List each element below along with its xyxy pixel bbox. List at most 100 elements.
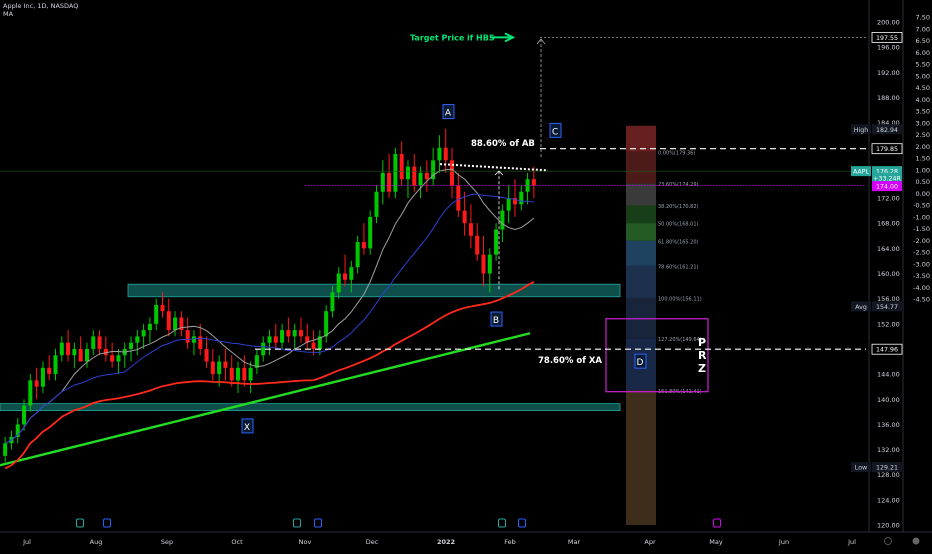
fib-level-label: 61.80%(165.20) (658, 239, 699, 245)
ratio-tick-label: 6.50 (916, 37, 930, 45)
time-tick-label: 2022 (437, 538, 455, 546)
candle-body (15, 424, 20, 437)
candle-body (393, 154, 398, 192)
ratio-tick-label: 2.50 (916, 131, 930, 139)
xa-ratio-label: 78.60% of XA (538, 356, 602, 366)
candle-body (34, 380, 39, 387)
candle-body (135, 336, 140, 343)
candle-body (66, 342, 71, 356)
candle-body (361, 242, 366, 249)
candle-body (110, 355, 115, 362)
fib-band (626, 205, 656, 224)
candle-body (368, 216, 373, 249)
support-zone-lower (0, 403, 621, 411)
candle-body (273, 336, 278, 343)
candle-body (147, 323, 152, 331)
ratio-tick-label: -3.00 (913, 260, 930, 268)
candle-body (28, 380, 33, 406)
candle-body (298, 330, 303, 337)
fib-band (626, 390, 656, 525)
candle-body (305, 336, 310, 343)
price-tick-label: 188.00 (877, 94, 900, 102)
candle-body (374, 191, 379, 217)
event-marker-icon (76, 518, 84, 528)
candle-body (280, 330, 285, 343)
candle-body (292, 330, 297, 337)
candle-body (210, 361, 215, 375)
price-tag (872, 462, 902, 473)
candle-body (129, 342, 134, 349)
ratio-tick-label: -4.50 (913, 296, 930, 304)
candle-body (324, 311, 329, 337)
settings-icon (884, 537, 892, 545)
candle-body (261, 342, 266, 356)
price-tick-label: 200.00 (877, 19, 900, 27)
fib-level-label: 0.00%(179.36) (658, 150, 695, 156)
candle-body (198, 336, 203, 349)
candle-body (311, 342, 316, 349)
prz-label: P (698, 336, 706, 349)
symbol-title: Apple Inc, 1D, NASDAQ (3, 2, 79, 10)
ratio-tick-label: 6.00 (916, 49, 930, 57)
prz-label: Z (698, 362, 706, 375)
price-tag (872, 166, 902, 177)
prz-label: R (698, 349, 707, 362)
candle-body (185, 330, 190, 343)
time-tick-label: Jun (778, 538, 789, 546)
ratio-tick-label: 7.00 (916, 25, 930, 33)
candle-body (424, 172, 429, 180)
candle-body (204, 348, 209, 362)
ratio-tick-label: 2.00 (916, 143, 930, 151)
time-tick-label: Dec (366, 538, 379, 546)
prz-box (605, 318, 709, 393)
time-tick-label: Apr (644, 538, 656, 546)
ratio-tick-label: 7.50 (916, 14, 930, 22)
candle-body (191, 336, 196, 343)
point-x-label: X (244, 423, 250, 433)
ratio-tick-label: 1.00 (916, 166, 930, 174)
target-arrow (490, 32, 516, 43)
moving-average-line (4, 193, 534, 444)
fib-level-label: 78.60%(161.21) (658, 264, 699, 270)
price-tag-value: 174.00 (876, 184, 898, 191)
candle-body (254, 355, 259, 368)
candle-body (116, 355, 121, 362)
event-marker-icon (103, 518, 111, 528)
candle-body (317, 336, 322, 349)
event-marker-icon (293, 518, 301, 528)
price-tag (871, 343, 903, 355)
arrow-head (536, 38, 546, 45)
price-tag-value: 179.85 (876, 146, 898, 153)
candle-body (462, 210, 467, 224)
price-tag-prefix-box (851, 124, 871, 135)
ab-ratio-label: 88.60% of AB (471, 139, 535, 149)
ratio-tick-label: 5.00 (916, 72, 930, 80)
fib-band (626, 240, 656, 266)
resistance-zone-upper (127, 283, 621, 298)
price-tag (872, 301, 902, 312)
price-tick-label: 172.00 (877, 195, 900, 203)
point-b-label: B (493, 316, 499, 326)
price-tag-prefix: Avg (855, 304, 867, 311)
price-tag-value: 147.96 (876, 347, 898, 354)
time-tick-label: Sep (161, 538, 173, 546)
fib-level-label: 38.20%(170.82) (658, 204, 699, 210)
candle-body (40, 367, 45, 387)
candle-body (72, 348, 77, 356)
fib-band (626, 183, 656, 206)
price-tick-label: 136.00 (877, 421, 900, 429)
fib-band-top (626, 125, 656, 152)
candle-body (531, 179, 536, 186)
time-tick-label: Feb (504, 538, 516, 546)
price-tick-label: 164.00 (877, 245, 900, 253)
candle-body (236, 367, 241, 381)
candle-body (286, 330, 291, 337)
ratio-tick-label: 4.50 (916, 84, 930, 92)
ratio-tick-label: -1.00 (913, 213, 930, 221)
point-c-label-box (549, 122, 562, 138)
time-tick-label: Mar (568, 538, 581, 546)
price-tag (872, 181, 902, 192)
